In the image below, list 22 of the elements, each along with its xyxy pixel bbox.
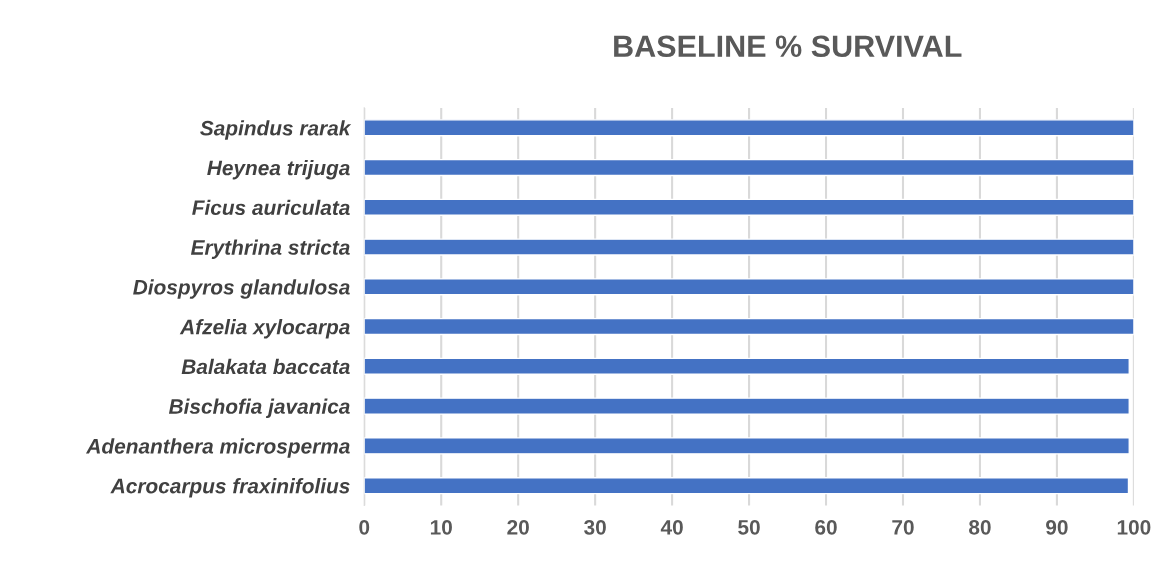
x-tick-label: 0: [359, 519, 370, 535]
y-tick-label: Heynea trijuga: [207, 160, 350, 180]
y-tick-label: Acrocarpus fraxinifolius: [110, 478, 350, 498]
x-tick-label: 30: [584, 519, 606, 535]
x-tick-label: 60: [815, 519, 837, 535]
chart-title: BASELINE % SURVIVAL: [614, 35, 962, 58]
x-tick-label: 90: [1046, 519, 1068, 535]
x-tick-label: 100: [1117, 519, 1151, 535]
x-tick-label: 10: [430, 519, 452, 535]
y-tick-label: Sapindus rarak: [200, 120, 352, 140]
x-tick-label: 20: [507, 519, 529, 535]
x-tick-label: 80: [969, 519, 991, 535]
x-tick-label: 50: [738, 519, 760, 535]
y-tick-label: Afzelia xylocarpa: [179, 319, 350, 339]
y-tick-label: Balakata baccata: [181, 358, 350, 375]
y-tick-label: Bischofia javanica: [168, 398, 350, 418]
y-tick-label: Diospyros glandulosa: [133, 279, 350, 299]
x-tick-label: 40: [660, 519, 683, 535]
y-tick-label: Erythrina stricta: [190, 239, 350, 259]
x-tick-label: 70: [892, 519, 914, 535]
y-tick-label: Ficus auriculata: [192, 199, 350, 216]
y-tick-label: Adenanthera microsperma: [85, 438, 350, 458]
